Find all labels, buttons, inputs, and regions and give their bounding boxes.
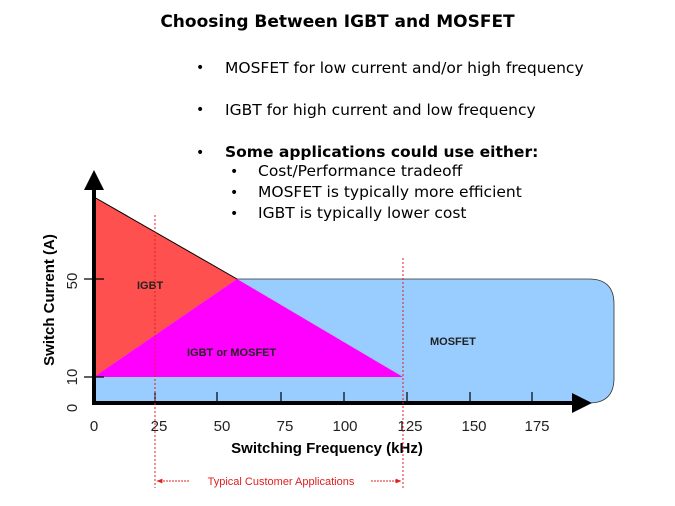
bullet-icon: • [196, 145, 205, 161]
y-tick-label: 50 [64, 273, 81, 290]
bullet-3: Some applications could use either: [225, 143, 539, 161]
igbt-or-mosfet-region [94, 279, 403, 377]
x-axis-label: Switching Frequency (kHz) [231, 440, 423, 457]
mosfet-label: MOSFET [430, 336, 476, 348]
x-tick-label: 175 [524, 418, 549, 435]
x-tick-label: 100 [332, 418, 357, 435]
bullet-1: MOSFET for low current and/or high frequ… [225, 59, 584, 77]
x-tick-label: 0 [90, 418, 98, 435]
range-label: Typical Customer Applications [208, 476, 355, 488]
sub-bullet-1: Cost/Performance tradeoff [258, 162, 463, 180]
boundary-line [93, 196, 238, 280]
y-tick-label: 10 [64, 369, 81, 386]
bullet-2: IGBT for high current and low frequency [225, 101, 536, 119]
y-tick-label: 0 [64, 404, 81, 412]
x-tick-label: 25 [151, 418, 168, 435]
y-axis-label: Switch Current (A) [41, 234, 58, 366]
x-tick-marks [84, 278, 533, 403]
sub-bullet-2: MOSFET is typically more efficient [258, 183, 522, 201]
sub-bullet-icon: • [230, 206, 239, 222]
x-tick-label: 150 [461, 418, 486, 435]
bullet-icon: • [196, 60, 205, 76]
igbt-or-mosfet-label: IGBT or MOSFET [187, 347, 277, 359]
x-tick-label: 75 [277, 418, 294, 435]
igbt-region [94, 197, 237, 377]
x-tick-label: 50 [214, 418, 231, 435]
slide-title: Choosing Between IGBT and MOSFET [160, 12, 515, 32]
sub-bullet-icon: • [230, 164, 239, 180]
sub-bullet-icon: • [230, 185, 239, 201]
x-tick-label: 125 [397, 418, 422, 435]
igbt-label: IGBT [137, 280, 164, 292]
sub-bullet-3: IGBT is typically lower cost [258, 204, 467, 222]
bullet-icon: • [196, 102, 205, 118]
